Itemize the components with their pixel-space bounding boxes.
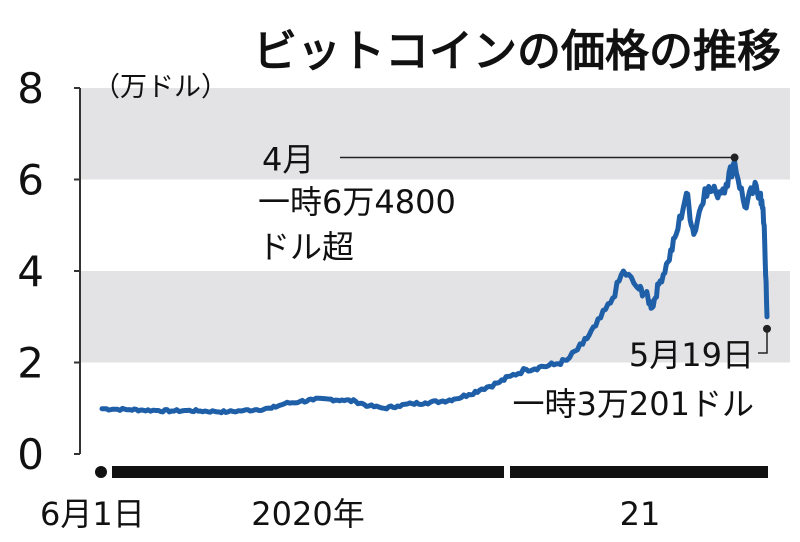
annotation-low-date: 5月19日 — [629, 336, 754, 374]
annotation-low-leader — [758, 328, 768, 354]
y-tick-label-4: 4 — [17, 247, 44, 296]
timeline-bar-2021 — [510, 466, 768, 478]
chart-title: ビットコインの価格の推移 — [253, 26, 781, 77]
timeline-axis — [95, 466, 768, 478]
y-tick-labels: 0 2 4 6 8 — [17, 64, 44, 479]
annotation-high-unit: ドル超 — [258, 228, 354, 266]
btc-price-line — [99, 158, 770, 416]
y-axis — [74, 87, 81, 455]
x-year-2020-label: 2020年 — [251, 495, 364, 533]
grid-band-0 — [80, 88, 790, 180]
x-year-2021-label: 21 — [620, 495, 661, 533]
x-start-label: 6月1日 — [40, 495, 145, 533]
timeline-start-dot — [95, 466, 107, 478]
timeline-bar-2020 — [112, 466, 504, 478]
y-tick-label-8: 8 — [17, 64, 44, 113]
grid-bands — [80, 88, 790, 363]
y-tick-label-0: 0 — [17, 430, 44, 479]
y-axis-unit-label: （万ドル） — [93, 72, 228, 103]
series-line-layer — [99, 158, 770, 416]
annotation-high-month: 4月 — [262, 141, 314, 179]
grid-band-1 — [80, 271, 790, 363]
y-tick-label-2: 2 — [17, 339, 44, 388]
annotation-low-value: 一時3万201ドル — [513, 385, 754, 423]
annotation-high-value: 一時6万4800 — [258, 183, 456, 221]
y-tick-label-6: 6 — [17, 156, 44, 205]
